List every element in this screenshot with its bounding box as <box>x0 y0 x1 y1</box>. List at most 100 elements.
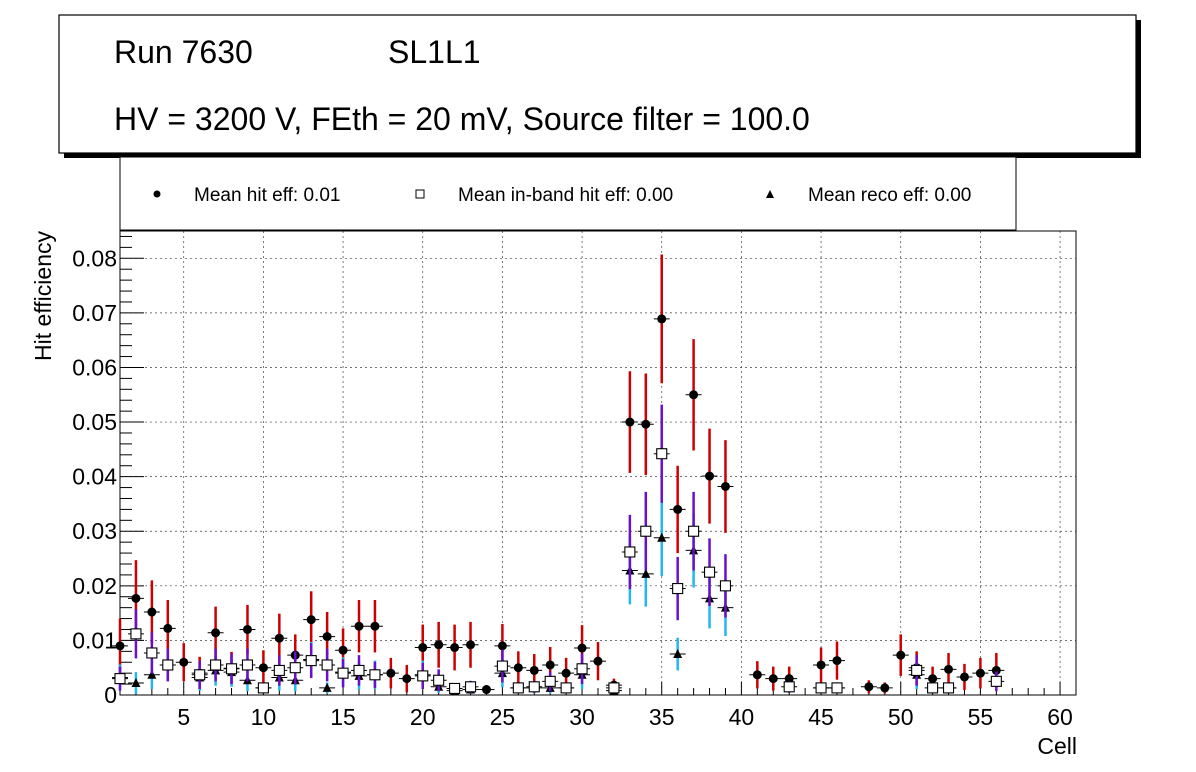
x-tick-label: 15 <box>330 704 356 730</box>
data-point-inband <box>703 566 716 578</box>
data-point-hit <box>689 390 699 400</box>
data-point-hit <box>274 633 284 643</box>
data-point-reco <box>147 669 157 679</box>
data-point-inband <box>257 682 269 694</box>
y-tick-label: 0.05 <box>72 409 117 435</box>
data-point-hit <box>991 665 1001 675</box>
data-point-hit <box>466 640 476 650</box>
data-point-hit <box>705 471 715 481</box>
data-point-inband <box>560 682 572 694</box>
data-point-hit <box>593 656 603 666</box>
data-point-hit <box>418 643 428 653</box>
data-point-hit <box>944 664 954 674</box>
data-point-inband <box>289 662 301 674</box>
legend-label-reco: Mean reco eff: 0.00 <box>808 185 971 206</box>
data-point-hit <box>242 624 252 634</box>
legend-label-inband: Mean in-band hit eff: 0.00 <box>458 185 673 206</box>
data-point-hit <box>577 643 587 653</box>
title-run: Run 7630 <box>114 34 253 70</box>
data-point-inband <box>990 675 1002 687</box>
data-point-hit <box>641 419 651 429</box>
y-tick-label: 0.07 <box>72 300 117 326</box>
y-tick-label: 0.03 <box>72 518 117 544</box>
data-point-hit <box>784 674 794 684</box>
data-point-hit <box>131 593 141 603</box>
data-point-inband <box>512 682 524 694</box>
data-point-inband <box>528 681 540 693</box>
x-tick-label: 30 <box>569 704 595 730</box>
series-open-square <box>112 404 1005 694</box>
data-point-hit <box>816 660 826 670</box>
data-point-inband <box>544 675 556 687</box>
x-tick-label: 50 <box>888 704 914 730</box>
data-point-inband <box>417 670 429 682</box>
legend-marker-hit <box>153 190 161 198</box>
x-tick-label: 55 <box>968 704 994 730</box>
data-point-inband <box>321 659 333 671</box>
legend-marker-inband <box>415 189 425 199</box>
x-tick-label: 10 <box>251 704 277 730</box>
y-tick-label: 0.06 <box>72 354 117 380</box>
legend-marker-reco <box>766 190 774 198</box>
data-point-hit <box>625 417 635 427</box>
data-point-inband <box>640 525 652 537</box>
data-point-inband <box>942 682 955 694</box>
plot-grid <box>120 231 1076 695</box>
data-point-inband <box>194 669 206 681</box>
data-point-hit <box>338 645 348 655</box>
data-point-hit <box>896 650 906 660</box>
data-point-hit <box>880 683 890 693</box>
data-point-hit <box>481 685 491 695</box>
data-point-hit <box>497 641 507 651</box>
data-point-inband <box>369 669 381 681</box>
data-point-hit <box>370 621 380 631</box>
legend: Mean hit eff: 0.01 Mean in-band hit eff:… <box>119 156 1017 231</box>
data-point-hit <box>179 657 189 667</box>
x-tick-label: 20 <box>410 704 436 730</box>
series-filled-circle <box>112 254 1005 695</box>
title-box: Run 7630 SL1L1 HV = 3200 V, FEth = 20 mV… <box>58 14 1141 158</box>
data-point-hit <box>673 504 683 514</box>
x-tick-label: 45 <box>808 704 834 730</box>
data-point-hit <box>354 621 364 631</box>
x-tick-label: 40 <box>729 704 755 730</box>
y-tick-label: 0.04 <box>72 464 117 490</box>
data-point-inband <box>146 647 158 659</box>
x-tick-label: 25 <box>490 704 516 730</box>
data-point-inband <box>225 663 238 675</box>
data-point-inband <box>162 659 174 671</box>
data-point-inband <box>464 681 477 693</box>
data-point-inband <box>305 655 317 667</box>
plot-marks <box>112 254 1005 695</box>
data-point-inband <box>719 580 732 592</box>
data-point-inband <box>656 448 668 460</box>
data-point-hit <box>832 656 842 666</box>
x-axis-title: Cell <box>1037 733 1077 759</box>
data-point-inband <box>496 660 508 672</box>
y-tick-label: 0 <box>104 682 117 708</box>
data-point-hit <box>115 641 125 651</box>
data-point-inband <box>911 664 923 676</box>
data-point-hit <box>864 682 874 692</box>
data-point-hit <box>211 628 221 638</box>
data-point-hit <box>258 663 268 673</box>
data-point-inband <box>624 546 636 558</box>
data-point-inband <box>337 667 349 679</box>
data-point-hit <box>147 607 157 617</box>
data-point-reco <box>673 649 683 659</box>
data-point-hit <box>928 674 938 684</box>
data-point-inband <box>210 659 222 671</box>
data-point-hit <box>306 615 316 625</box>
data-point-hit <box>768 674 778 684</box>
x-tick-label: 60 <box>1047 704 1073 730</box>
data-point-inband <box>449 682 461 694</box>
data-point-hit <box>657 314 667 324</box>
data-point-hit <box>163 623 173 633</box>
x-tick-label: 35 <box>649 704 675 730</box>
data-point-hit <box>434 640 444 650</box>
data-point-hit <box>752 670 762 680</box>
data-point-hit <box>513 663 523 673</box>
data-point-inband <box>576 663 588 675</box>
plot-axes: 5 10 15 20 25 30 35 40 45 50 55 60 0 0.01 0.02 0.03 0.04… <box>72 235 1077 730</box>
data-point-inband <box>815 682 827 694</box>
